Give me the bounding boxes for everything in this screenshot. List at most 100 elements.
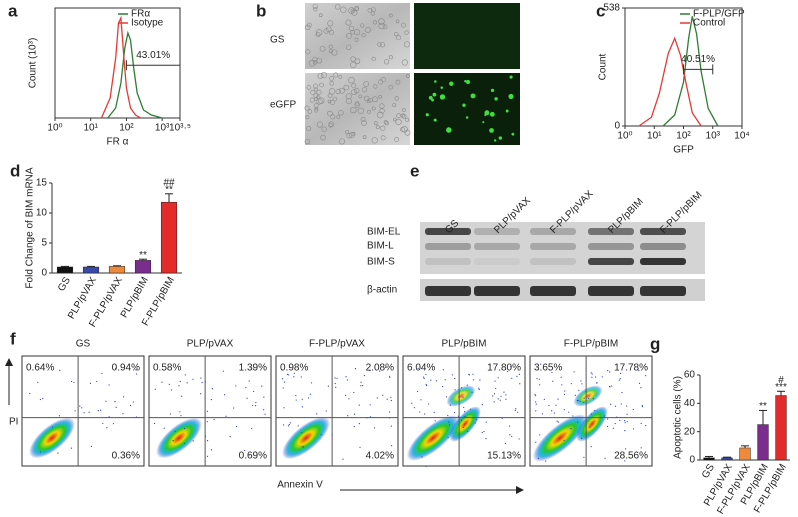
flow-event — [624, 460, 626, 462]
bar — [160, 201, 178, 274]
histogram-line — [100, 15, 141, 119]
cell — [375, 125, 380, 130]
cell — [351, 83, 357, 89]
flow-event — [608, 385, 611, 388]
gfp-cell — [470, 93, 476, 99]
gfp-cell — [498, 136, 503, 140]
flow-event — [320, 434, 322, 436]
flow-event — [467, 430, 469, 433]
flow-event — [282, 387, 284, 389]
flow-event — [493, 401, 495, 403]
flow-event — [607, 370, 609, 372]
cell — [333, 72, 339, 78]
flow-event — [183, 442, 186, 445]
legend-label: Isotype — [131, 18, 164, 29]
flow-event — [295, 399, 297, 401]
cell — [331, 49, 338, 56]
flow-event — [511, 377, 513, 379]
cell — [406, 74, 410, 78]
flow-title: PLP/pVAX — [187, 339, 234, 350]
cell — [306, 126, 312, 131]
x-tick-label: 10³·⁵ — [169, 123, 191, 134]
flow-event — [560, 376, 562, 378]
cell — [362, 135, 367, 139]
cell — [318, 13, 323, 18]
flow-event — [448, 424, 450, 426]
flow-event — [632, 408, 634, 411]
flow-title: F-PLP/pBIM — [564, 339, 618, 350]
gfp-cell — [484, 110, 490, 116]
gfp-cell — [484, 114, 487, 117]
flow-event — [39, 451, 41, 453]
flow-event — [168, 383, 171, 385]
y-tick-label: 10 — [36, 208, 48, 219]
gfp-cell — [493, 139, 497, 142]
cell — [315, 32, 321, 38]
flow-event — [534, 395, 537, 397]
flow-event — [548, 404, 550, 407]
flow-event — [463, 406, 465, 409]
gfp-cell — [462, 103, 466, 107]
flow-event — [154, 388, 156, 390]
cell — [378, 22, 385, 30]
flow-event — [535, 441, 537, 443]
flow-event — [379, 370, 381, 372]
flow-event — [543, 398, 545, 401]
flow-event — [325, 410, 327, 412]
cell — [379, 42, 386, 48]
flow-event — [504, 442, 506, 445]
flow-event — [503, 391, 505, 393]
flow-event — [206, 421, 208, 423]
flow-event — [640, 387, 642, 389]
cell — [371, 56, 376, 62]
flow-event — [354, 367, 357, 370]
cell — [396, 35, 401, 41]
flow-event — [101, 372, 103, 375]
flow-event — [229, 435, 231, 438]
flow-event — [81, 407, 83, 409]
flow-density — [446, 385, 476, 407]
flow-event — [382, 394, 384, 396]
flow-title: F-PLP/pVAX — [309, 339, 365, 350]
flow-event — [583, 456, 585, 458]
blot-band — [425, 286, 471, 296]
flow-event — [626, 421, 628, 423]
cell — [345, 130, 349, 135]
flow-event — [186, 382, 188, 384]
flow-event — [83, 412, 85, 414]
cell — [338, 87, 345, 94]
cell — [343, 84, 350, 91]
flow-event — [389, 376, 391, 379]
cell — [346, 32, 352, 39]
quadrant-value: 0.64% — [26, 363, 54, 374]
flow-event — [232, 407, 235, 409]
flow-event — [604, 457, 606, 459]
flow-event — [102, 422, 104, 425]
flow-event — [345, 394, 347, 396]
band-label: β-actin — [367, 285, 397, 296]
flow-event — [334, 377, 336, 379]
cell — [401, 126, 408, 133]
flow-event — [551, 410, 553, 412]
flow-event — [576, 421, 579, 423]
flow-event — [552, 380, 554, 382]
quadrant-value: 0.69% — [239, 451, 267, 462]
x-tick-label: GS — [56, 275, 73, 293]
cell — [357, 107, 365, 115]
gfp-cell — [465, 116, 469, 119]
cell — [370, 11, 376, 16]
cell — [317, 72, 324, 79]
cell — [400, 113, 405, 118]
y-axis-label: Apoptotic cells (%) — [673, 376, 684, 459]
flow-event — [474, 422, 476, 424]
flow-event — [626, 405, 628, 407]
cell — [363, 95, 370, 102]
flow-event — [618, 379, 620, 381]
flow-event — [288, 423, 290, 426]
flow-event — [453, 411, 456, 414]
bar — [757, 424, 769, 461]
flow-event — [122, 413, 124, 415]
flow-event — [611, 385, 613, 387]
flow-density — [29, 417, 75, 459]
blot-band — [530, 286, 576, 296]
